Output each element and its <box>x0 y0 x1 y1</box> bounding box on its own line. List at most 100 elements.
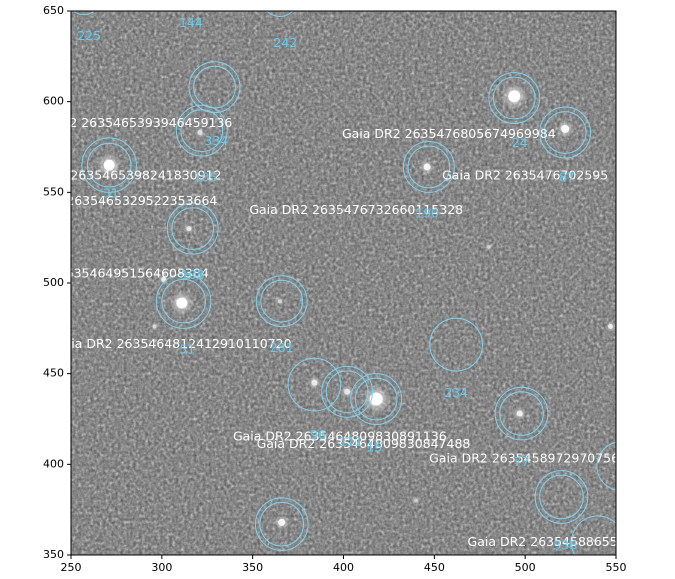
star-11 <box>197 129 203 135</box>
star-0 <box>103 159 115 171</box>
source-number-label-0: 225 <box>77 28 101 43</box>
source-number-label-15: 15 <box>366 440 382 455</box>
aperture-circle-13 <box>407 145 451 189</box>
source-number-labels: 225 144 242 334 105 31 24 87 190 108 51 281 234 96 111… <box>77 15 577 552</box>
source-number-label-4: 105 <box>194 169 218 184</box>
aperture-circle-14 <box>166 202 219 255</box>
aperture-circles <box>72 11 616 555</box>
y-axis-ticks: 350 400 450 500 550 600 650 <box>43 4 71 561</box>
aperture-circle-31 <box>254 497 309 552</box>
aperture-circle-8 <box>488 72 541 124</box>
y-tick-label-0: 350 <box>43 548 64 561</box>
star-8 <box>311 379 318 386</box>
gaia-source-label-11: Gaia DR2 2635458865597 <box>468 534 634 549</box>
aperture-circle-19 <box>260 279 304 323</box>
source-number-label-3: 334 <box>204 133 228 148</box>
y-tick-label-6: 650 <box>43 4 64 17</box>
aperture-circle-11 <box>543 111 587 154</box>
aperture-circle-23 <box>325 370 369 414</box>
aperture-circle-15 <box>171 207 215 250</box>
aperture-circle-26 <box>494 386 549 441</box>
aperture-circle-29 <box>534 470 589 524</box>
star-4 <box>561 124 570 133</box>
star-2 <box>508 90 521 103</box>
aperture-circle-17 <box>161 278 206 324</box>
star-16 <box>486 244 491 249</box>
aperture-circle-16 <box>155 273 212 329</box>
gaia-source-label-8: Gaia DR2 2635464809830891136 <box>233 429 447 444</box>
x-tick-label-6: 550 <box>606 561 627 574</box>
gaia-source-label-5: Gaia DR2 2635476732660115328 <box>249 202 463 217</box>
y-tick-label-5: 600 <box>43 95 64 108</box>
star-13 <box>608 324 614 330</box>
star-glow-17 <box>411 496 421 505</box>
star-12 <box>161 276 167 282</box>
aperture-circle-3 <box>193 65 236 109</box>
aperture-circle-2 <box>188 61 241 114</box>
star-6 <box>278 518 286 526</box>
star-3 <box>369 392 383 406</box>
aperture-circle-30 <box>539 474 584 520</box>
aperture-circle-6 <box>81 137 137 193</box>
x-tick-label-2: 350 <box>242 561 263 574</box>
source-number-label-1: 144 <box>179 15 203 30</box>
aperture-circle-18 <box>255 275 308 328</box>
source-number-label-10: 51 <box>179 342 195 357</box>
source-number-label-16: 77 <box>514 454 530 469</box>
aperture-circle-22 <box>321 365 374 418</box>
gaia-source-label-3: Gaia DR2 2635476702595 <box>442 168 608 183</box>
x-tick-label-3: 400 <box>333 561 354 574</box>
aperture-circle-32 <box>259 501 305 547</box>
gaia-source-label-0: Gaia DR2 2635465393946459136 <box>19 115 233 130</box>
gaia-source-label-2: Gaia DR2 2635465398241830912 <box>8 168 222 183</box>
gaia-source-label-9: Gaia DR2 2635464809830847488 <box>257 436 471 451</box>
aperture-circle-1 <box>266 11 294 17</box>
x-axis-ticks: 250 300 350 400 450 500 550 <box>61 555 627 574</box>
source-number-label-17: 336 <box>553 537 577 552</box>
aperture-circle-25 <box>354 377 398 421</box>
plot-area: Gaia DR2 2635465393946459136 Gaia DR2 263… <box>0 11 643 555</box>
gaia-labels: Gaia DR2 2635465393946459136 Gaia DR2 263… <box>0 115 643 549</box>
gaia-source-label-6: Gaia DR2 2635464951564608384 <box>0 265 209 280</box>
y-tick-label-3: 500 <box>43 276 64 289</box>
star-glow-16 <box>484 242 494 252</box>
star-7 <box>516 410 523 417</box>
aperture-circle-7 <box>86 142 132 188</box>
aperture-circle-9 <box>492 76 536 120</box>
star-14 <box>277 299 282 304</box>
star-1 <box>176 297 188 309</box>
source-number-label-11: 281 <box>270 340 294 355</box>
aperture-circle-24 <box>350 373 403 425</box>
x-tick-label-0: 250 <box>61 561 82 574</box>
source-number-label-5: 31 <box>103 186 119 201</box>
y-tick-label-1: 400 <box>43 457 64 470</box>
source-number-label-2: 242 <box>273 35 297 50</box>
aperture-circle-5 <box>180 109 224 153</box>
aperture-circle-20 <box>429 317 483 372</box>
source-number-label-12: 234 <box>444 385 468 400</box>
aperture-circle-33 <box>570 515 616 555</box>
gaia-source-label-4: 2635465329522353664 <box>66 193 217 208</box>
aperture-circle-12 <box>402 141 455 193</box>
gaia-source-label-7: Gaia DR2 2635464812412910110720 <box>54 336 292 351</box>
star-17 <box>414 498 419 503</box>
aperture-circle-28 <box>596 441 616 491</box>
y-tick-label-4: 550 <box>43 185 64 198</box>
aperture-circle-0 <box>72 11 95 16</box>
source-number-label-6: 24 <box>512 135 528 150</box>
aperture-circle-21 <box>287 357 342 412</box>
x-tick-label-4: 450 <box>424 561 445 574</box>
star-15 <box>152 324 157 329</box>
source-number-label-8: 190 <box>415 206 439 221</box>
x-tick-label-5: 500 <box>515 561 536 574</box>
source-number-label-9: 108 <box>181 267 205 282</box>
x-tick-label-1: 300 <box>151 561 172 574</box>
source-number-label-7: 87 <box>559 169 575 184</box>
gaia-source-label-1: Gaia DR2 2635476805674969984 <box>342 126 556 141</box>
gaia-source-label-10: Gaia DR2 2635458972970756480 <box>429 450 643 465</box>
star-9 <box>344 388 351 395</box>
aperture-circle-27 <box>499 391 544 436</box>
aperture-circle-4 <box>175 104 228 157</box>
y-tick-label-2: 450 <box>43 367 64 380</box>
